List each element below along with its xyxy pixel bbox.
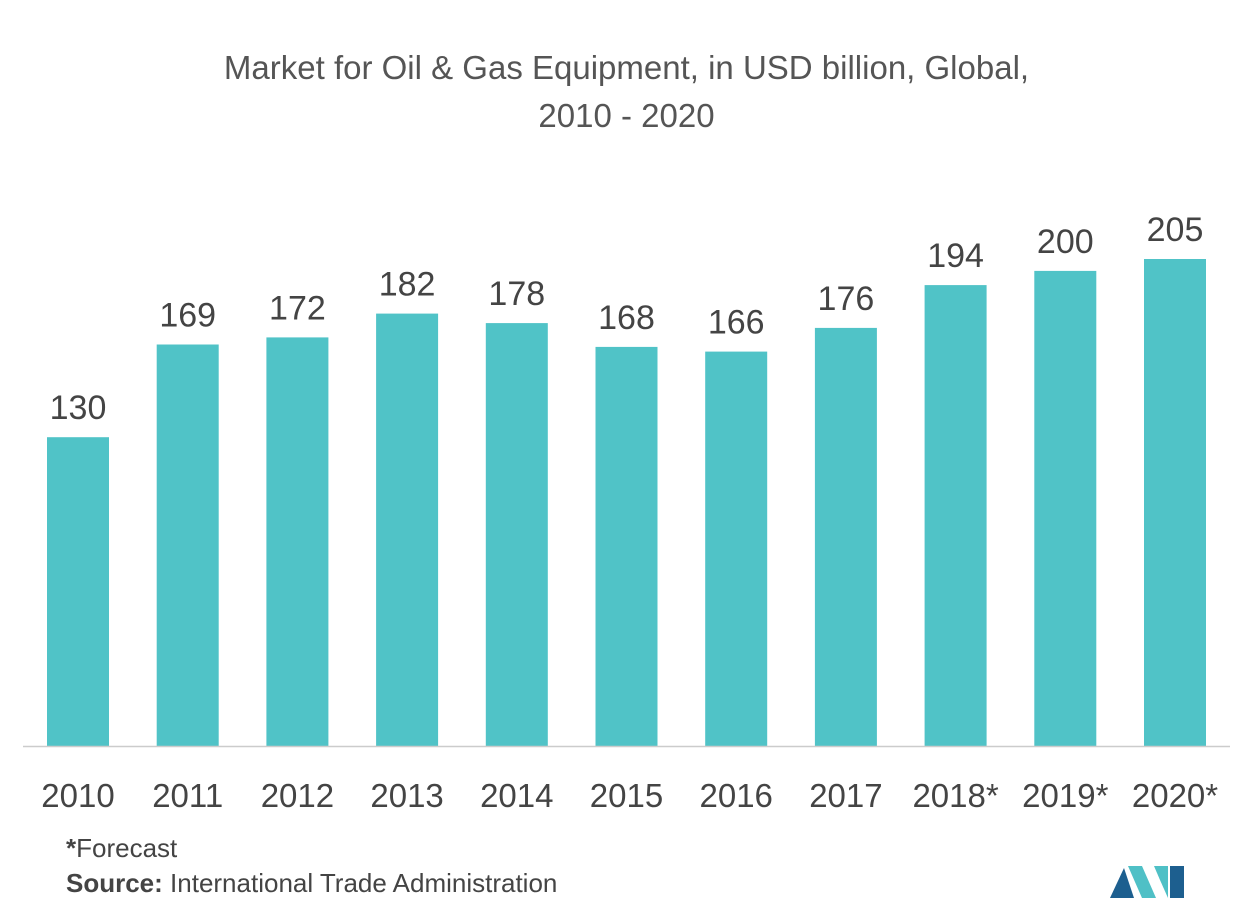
x-tick-label-2019: 2019* [1022,777,1108,814]
footnote-text: Forecast [76,833,178,863]
x-tick-label-2014: 2014 [480,777,553,814]
data-label-2015: 168 [598,299,655,337]
logo-middle-shape [1128,866,1156,898]
mordor-intelligence-logo-icon [1110,866,1184,898]
bar-2018 [924,285,987,746]
data-label-2010: 130 [50,389,107,427]
source-line: Source: International Trade Administrati… [66,868,557,899]
x-tick-label-2011: 2011 [152,777,223,814]
bar-2015 [595,346,658,746]
x-tick-label-2012: 2012 [261,777,334,814]
chart-title-line-1: Market for Oil & Gas Equipment, in USD b… [223,49,1030,86]
bar-2014 [485,323,548,746]
logo-right-shape-light [1154,866,1168,898]
data-label-2013: 182 [379,266,436,304]
x-tick-label-2020: 2020* [1132,777,1218,814]
data-label-2018: 194 [927,237,984,275]
data-label-2017: 176 [818,280,875,318]
x-tick-label-2015: 2015 [590,777,663,814]
data-label-2011: 169 [159,297,216,335]
x-tick-label-2017: 2017 [809,777,882,814]
logo-left-shape [1110,868,1134,898]
data-label-2016: 166 [708,304,765,342]
x-tick-label-2018: 2018* [912,777,998,814]
data-label-2020: 205 [1147,211,1204,249]
data-label-2012: 172 [269,289,326,327]
x-tick-label-2013: 2013 [370,777,443,814]
bar-2017 [814,327,877,746]
logo-right-shape-dark [1170,866,1184,898]
data-label-2019: 200 [1037,223,1094,261]
chart-title: Market for Oil & Gas Equipment, in USD b… [0,44,1253,140]
x-tick-label-2016: 2016 [699,777,772,814]
bar-chart: 130 2010 169 2011 172 2012 182 2013 178 2014 168 20… [23,211,1230,814]
bar-2012 [266,337,329,746]
bar-2020 [1144,259,1206,746]
x-tick-label-2010: 2010 [41,777,114,814]
bar-2011 [156,344,219,746]
data-label-2014: 178 [488,275,545,313]
bar-2013 [376,313,439,746]
source-label: Source: [66,868,163,898]
footnote: *Forecast [66,833,177,864]
chart-title-line-2: 2010 - 2020 [538,97,715,134]
bar-2019 [1034,270,1097,746]
bar-2016 [705,351,768,746]
footnote-marker: * [66,833,77,863]
source-text: International Trade Administration [162,868,558,898]
bar-2010 [47,437,109,746]
